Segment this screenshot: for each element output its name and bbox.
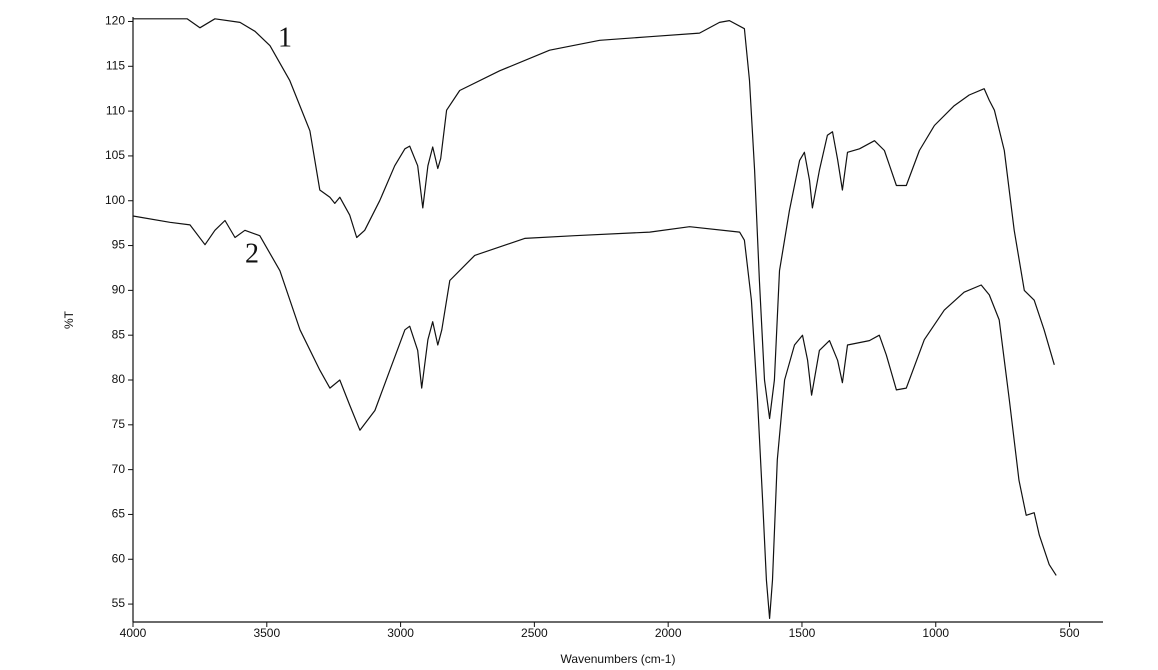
y-tick-label: 65	[112, 507, 126, 521]
spectrum-line	[133, 18, 1055, 420]
y-tick-label: 75	[112, 417, 126, 431]
y-tick-label: 70	[112, 462, 126, 476]
y-tick-label: 115	[106, 58, 125, 72]
curve-label: 2	[245, 238, 259, 269]
x-axis-label: Wavenumbers (cm-1)	[561, 652, 676, 666]
y-tick-label: 105	[105, 148, 125, 162]
y-tick-label: 95	[112, 238, 126, 252]
y-tick-label: 80	[112, 372, 126, 386]
x-tick-label: 1500	[789, 626, 816, 640]
x-tick-label: 500	[1060, 626, 1080, 640]
spectrum-line	[132, 215, 1057, 619]
y-tick-label: 110	[106, 103, 125, 117]
y-tick-label: 60	[112, 551, 126, 565]
y-tick-label: 100	[105, 193, 125, 207]
x-tick-label: 2000	[655, 626, 682, 640]
x-tick-label: 2500	[521, 626, 548, 640]
curve-label: 1	[278, 22, 292, 53]
x-tick-label: 3500	[253, 626, 280, 640]
x-tick-label: 1000	[922, 626, 949, 640]
x-tick-label: 4000	[120, 626, 147, 640]
y-tick-label: 120	[105, 14, 125, 28]
y-tick-label: 55	[112, 596, 126, 610]
x-tick-label: 3000	[387, 626, 414, 640]
y-axis-label: %T	[62, 310, 76, 329]
y-tick-label: 85	[112, 327, 126, 341]
y-tick-label: 90	[112, 283, 126, 297]
